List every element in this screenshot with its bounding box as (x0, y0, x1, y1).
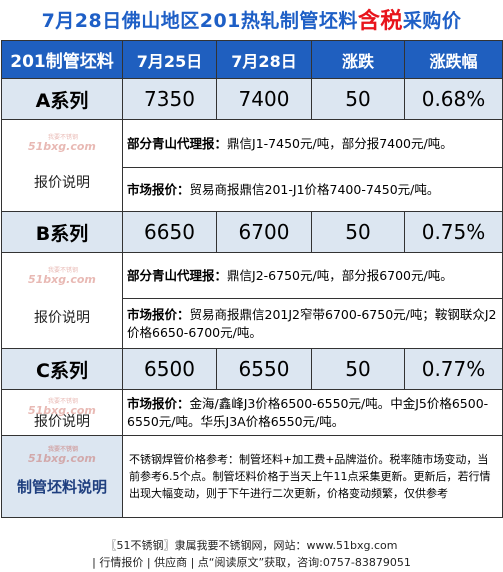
price-prev: 6650 (122, 211, 217, 253)
price-curr: 7400 (216, 78, 312, 120)
table-row: C系列 6500 6550 50 0.77% (1, 348, 503, 390)
market-quote: 市场报价：贸易商报鼎信201J2窄带6700-6750元/吨；鞍钢联众J2价格6… (122, 298, 503, 349)
price-curr: 6700 (216, 211, 312, 253)
price-table: 201制管坯料 7月25日 7月28日 涨跌 涨跌幅 A系列 7350 7400… (1, 40, 503, 518)
title-highlight: 含税 (357, 9, 403, 34)
table-header-row: 201制管坯料 7月25日 7月28日 涨跌 涨跌幅 (1, 40, 503, 79)
series-name: A系列 (1, 78, 123, 120)
series-name: B系列 (1, 211, 123, 253)
watermark-logo: 我要不锈钢 51bxg.com (28, 446, 96, 465)
price-curr: 6550 (216, 348, 312, 390)
note-label: 报价说明 (34, 174, 90, 191)
footer-line-1: 〖51不锈钢〗隶属我要不锈钢网，网站：www.51bxg.com (105, 539, 398, 552)
summary-row: 我要不锈钢 51bxg.com 制管坯料说明 不锈钢焊管价格参考：制管坯料+加工费… (1, 435, 503, 518)
watermark-logo: 我要不锈钢 51bxg.com (28, 398, 96, 417)
table-row: B系列 6650 6700 50 0.75% (1, 211, 503, 253)
footer: 〖51不锈钢〗隶属我要不锈钢网，网站：www.51bxg.com | 行情报价 … (0, 536, 503, 572)
price-change: 50 (311, 211, 405, 253)
price-prev: 7350 (122, 78, 217, 120)
title-prefix: 7月28日佛山地区201热轧制管坯料 (41, 9, 358, 32)
price-change-pct: 0.77% (404, 348, 503, 390)
note-row: 市场报价：贸易商报鼎信201J2窄带6700-6750元/吨；鞍钢联众J2价格6… (2, 298, 503, 349)
header-date-curr: 7月28日 (216, 40, 312, 79)
price-change: 50 (311, 348, 405, 390)
title-suffix: 采购价 (402, 9, 462, 32)
note-label-cell: 我要不锈钢 51bxg.com 报价说明 (1, 119, 123, 212)
note-label: 报价说明 (34, 309, 90, 326)
note-label-cell: 我要不锈钢 51bxg.com 报价说明 (1, 252, 123, 349)
note-row: 我要不锈钢 51bxg.com 报价说明 部分青山代理报：鼎信J2-6750元/吨… (1, 252, 503, 349)
market-quote: 市场报价：金海/鑫峰J3价格6500-6550元/吨。中金J5价格6500-65… (122, 389, 503, 436)
note-row: 我要不锈钢 51bxg.com 报价说明 部分青山代理报：鼎信J1-7450元/吨… (1, 119, 503, 212)
price-prev: 6500 (122, 348, 217, 390)
watermark-logo: 我要不锈钢 51bxg.com (28, 134, 96, 153)
header-change-pct: 涨跌幅 (404, 40, 503, 79)
header-date-prev: 7月25日 (122, 40, 217, 79)
header-product: 201制管坯料 (1, 40, 123, 79)
price-change-pct: 0.75% (404, 211, 503, 253)
agent-quote: 部分青山代理报：鼎信J1-7450元/吨，部分报7400元/吨。 (122, 119, 503, 168)
market-quote: 市场报价：贸易商报鼎信201-J1价格7400-7450元/吨。 (122, 167, 503, 212)
note-label-cell: 我要不锈钢 51bxg.com 报价说明 (1, 389, 123, 436)
footer-line-2: | 行情报价 | 供应商 | 点“阅读原文”获取，咨询:0757-8387905… (92, 556, 411, 569)
agent-quote: 部分青山代理报：鼎信J2-6750元/吨，部分报6700元/吨。 (122, 252, 503, 299)
header-change: 涨跌 (311, 40, 405, 79)
page-title: 7月28日佛山地区201热轧制管坯料 含税 采购价 (0, 0, 503, 38)
watermark-logo: 我要不锈钢 51bxg.com (28, 267, 96, 286)
price-change-pct: 0.68% (404, 78, 503, 120)
summary-label-cell: 我要不锈钢 51bxg.com 制管坯料说明 (1, 435, 123, 518)
table-row: A系列 7350 7400 50 0.68% (1, 78, 503, 120)
summary-label: 制管坯料说明 (16, 478, 107, 496)
note-row: 市场报价：贸易商报鼎信201-J1价格7400-7450元/吨。 (2, 167, 503, 212)
price-change: 50 (311, 78, 405, 120)
summary-text: 不锈钢焊管价格参考：制管坯料+加工费+品牌溢价。税率随市场变动，当前参考6.5个… (122, 435, 503, 518)
note-label: 报价说明 (34, 413, 90, 430)
series-name: C系列 (1, 348, 123, 390)
note-row: 我要不锈钢 51bxg.com 报价说明 市场报价：金海/鑫峰J3价格6500-6… (1, 389, 503, 436)
